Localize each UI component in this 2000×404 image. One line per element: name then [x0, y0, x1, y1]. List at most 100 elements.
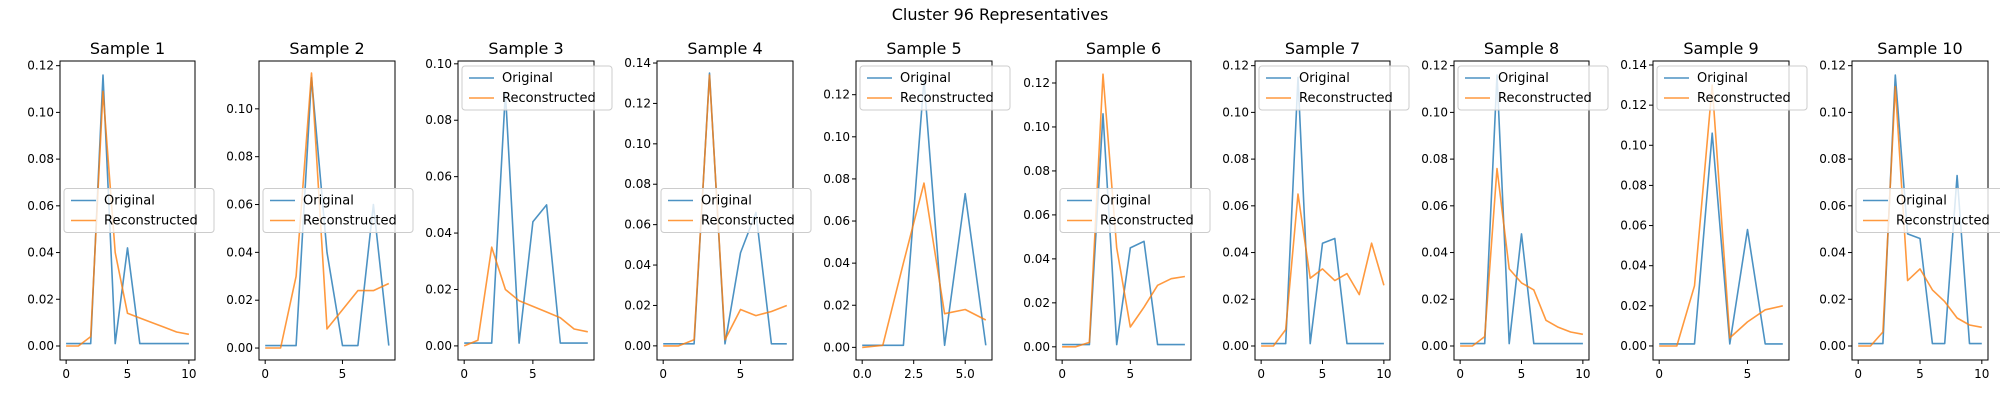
x-tick-label: 5: [339, 367, 347, 381]
legend-frame: [660, 188, 812, 233]
subplot-6: Sample 6 0 5 0.00 0.02 0.04 0.06 0.08 0.10 0.12 Or…: [1023, 39, 1211, 381]
legend-frame: [262, 188, 414, 233]
y-tick-label: 0.06: [425, 170, 452, 184]
y-tick-label: 0.10: [27, 105, 54, 119]
series-line-original: [1261, 76, 1384, 345]
subplot-7: Sample 7 0 5 10 0.00 0.02 0.04 0.06 0.08 0.10 0.12…: [1222, 39, 1410, 381]
y-tick-label: 0.12: [1620, 98, 1647, 112]
legend-frame: [63, 188, 215, 233]
axes-frame: [1453, 60, 1590, 361]
y-tick-label: 0.08: [226, 150, 253, 164]
y-tick-label: 0.00: [624, 339, 651, 353]
legend-label-reconstructed: Reconstructed: [1697, 91, 1791, 106]
legend: Original Reconstructed: [660, 188, 812, 233]
series-line-reconstructed: [1659, 84, 1783, 347]
subplot-2: Sample 2 0 5 0.00 0.02 0.04 0.06 0.08 0.10 Origin…: [226, 39, 414, 381]
y-tick-label: 0.10: [823, 130, 850, 144]
y-tick-label: 0.06: [1819, 199, 1846, 213]
y-tick-label: 0.12: [823, 88, 850, 102]
series-line-reconstructed: [1062, 73, 1186, 348]
y-tick-label: 0.14: [1620, 58, 1647, 72]
y-tick-label: 0.08: [823, 172, 850, 186]
legend-frame: [1855, 188, 2000, 233]
y-tick-label: 0.12: [1222, 59, 1249, 73]
x-tick-label: 5: [529, 367, 537, 381]
axes-frame: [457, 60, 595, 361]
x-tick-label: 10: [1376, 367, 1391, 381]
y-tick-label: 0.00: [1819, 339, 1846, 353]
y-tick-label: 0.00: [1023, 340, 1050, 354]
y-tick-label: 0.00: [226, 341, 253, 355]
legend-label-original: Original: [502, 71, 553, 86]
axes-frame: [1254, 60, 1391, 361]
y-tick-label: 0.06: [27, 199, 54, 213]
y-tick-label: 0.02: [226, 293, 253, 307]
subplot-3: Sample 3 0 5 0.00 0.02 0.04 0.06 0.08 0.10 Origin…: [425, 39, 613, 381]
subplot-8: Sample 8 0 5 10 0.00 0.02 0.04 0.06 0.08 0.10 0.12…: [1421, 39, 1609, 381]
y-tick-label: 0.10: [1421, 105, 1448, 119]
y-tick-label: 0.02: [425, 282, 452, 296]
y-tick-label: 0.00: [1421, 339, 1448, 353]
legend-label-reconstructed: Reconstructed: [1498, 91, 1592, 106]
subplot-title: Sample 8: [1484, 39, 1559, 58]
x-tick-label: 10: [1575, 367, 1590, 381]
subplot-title: Sample 6: [1086, 39, 1161, 58]
y-tick-label: 0.04: [27, 246, 54, 260]
y-tick-label: 0.10: [1620, 138, 1647, 152]
legend: Original Reconstructed: [1457, 65, 1609, 111]
x-tick-label: 0: [1456, 367, 1464, 381]
legend-label-original: Original: [1100, 194, 1151, 209]
legend-label-reconstructed: Reconstructed: [1100, 214, 1194, 229]
subplot-title: Sample 2: [289, 39, 364, 58]
subplots: Sample 10 5 100.000.020.040.060.080.100.12…: [27, 39, 2000, 381]
y-tick-label: 0.08: [1819, 152, 1846, 166]
y-tick-label: 0.12: [1819, 59, 1846, 73]
x-tick-label: 5: [1518, 367, 1526, 381]
legend: Original Reconstructed: [1656, 65, 1808, 111]
legend-frame: [1258, 65, 1410, 111]
legend: Original Reconstructed: [859, 65, 1011, 111]
subplot-title: Sample 10: [1877, 39, 1962, 58]
legend-frame: [1457, 65, 1609, 111]
x-tick-label: 10: [181, 367, 196, 381]
x-tick-label: 2.5: [904, 367, 923, 381]
y-tick-label: 0.04: [1819, 246, 1846, 260]
legend-label-reconstructed: Reconstructed: [701, 214, 795, 229]
x-tick-label: 0.0: [853, 367, 872, 381]
y-tick-label: 0.04: [1222, 246, 1249, 260]
subplot-title: Sample 4: [687, 39, 762, 58]
y-tick-label: 0.10: [226, 102, 253, 116]
subplot-title: Sample 9: [1683, 39, 1758, 58]
y-tick-label: 0.10: [1023, 120, 1050, 134]
y-tick-label: 0.04: [226, 245, 253, 259]
x-tick-label: 0: [62, 367, 70, 381]
legend: Original Reconstructed: [461, 65, 613, 111]
y-tick-label: 0.00: [1620, 339, 1647, 353]
legend: Original Reconstructed: [1059, 188, 1211, 233]
legend-label-reconstructed: Reconstructed: [502, 91, 596, 106]
y-tick-label: 0.10: [1222, 105, 1249, 119]
legend-label-reconstructed: Reconstructed: [1299, 91, 1393, 106]
x-tick-label: 0: [1854, 367, 1862, 381]
subplot-title: Sample 7: [1285, 39, 1360, 58]
legend-label-reconstructed: Reconstructed: [303, 214, 397, 229]
x-tick-label: 5: [1744, 367, 1752, 381]
series-line-reconstructed: [663, 74, 788, 347]
y-tick-label: 0.06: [226, 198, 253, 212]
subplot-1: Sample 1 0 5 10 0.00 0.02 0.04 0.06 0.08 0.10 0.12…: [27, 39, 215, 381]
y-tick-label: 0.00: [425, 339, 452, 353]
subplot-title: Sample 1: [90, 39, 165, 58]
legend-label-original: Original: [1299, 71, 1350, 86]
y-tick-label: 0.02: [823, 298, 850, 312]
legend: Original Reconstructed: [1258, 65, 1410, 111]
subplot-4: Sample 4 0 5 0.00 0.02 0.04 0.06 0.08 0.10 0.12 0.…: [624, 39, 812, 381]
y-tick-label: 0.04: [1421, 246, 1448, 260]
x-tick-label: 0: [1655, 367, 1663, 381]
x-tick-label: 0: [460, 367, 468, 381]
x-tick-label: 5.0: [956, 367, 975, 381]
subplot-title: Sample 3: [488, 39, 563, 58]
legend-label-original: Original: [1498, 71, 1549, 86]
y-tick-label: 0.06: [624, 218, 651, 232]
x-tick-label: 5: [124, 367, 132, 381]
